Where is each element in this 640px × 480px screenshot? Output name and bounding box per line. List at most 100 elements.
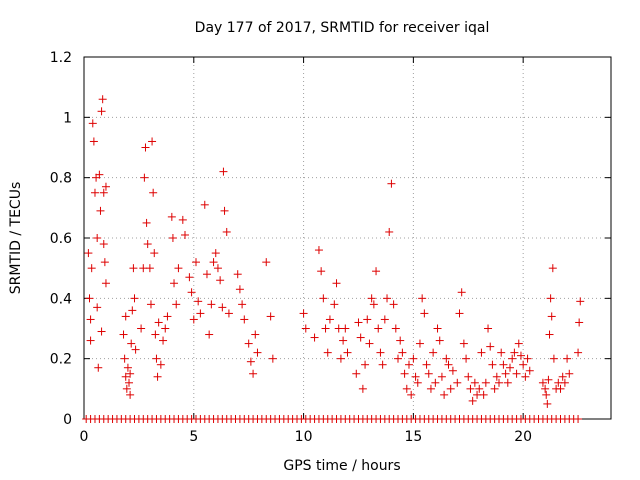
data-point	[161, 324, 170, 333]
x-tick-label: 20	[514, 429, 532, 445]
data-point	[422, 360, 431, 369]
data-point	[314, 246, 323, 255]
data-point	[462, 354, 471, 363]
data-point	[466, 384, 475, 393]
data-point	[153, 372, 162, 381]
data-point	[446, 384, 455, 393]
data-point	[415, 339, 424, 348]
data-point	[453, 378, 462, 387]
data-point	[396, 336, 405, 345]
data-point	[244, 339, 253, 348]
y-tick-label: 1	[63, 110, 72, 126]
data-point	[125, 378, 134, 387]
data-point	[301, 324, 310, 333]
data-point	[90, 188, 99, 197]
data-point	[383, 294, 392, 303]
data-point	[95, 170, 104, 179]
data-point	[149, 188, 158, 197]
data-point	[323, 348, 332, 357]
data-point	[378, 360, 387, 369]
data-point	[151, 330, 160, 339]
data-point	[205, 330, 214, 339]
data-point	[481, 378, 490, 387]
data-point	[127, 339, 136, 348]
data-point	[367, 294, 376, 303]
data-point	[343, 348, 352, 357]
data-point	[96, 206, 105, 215]
data-point	[94, 363, 103, 372]
y-tick-label: 1.2	[50, 50, 72, 66]
data-point	[233, 270, 242, 279]
data-point	[170, 279, 179, 288]
data-point	[519, 360, 528, 369]
data-point	[224, 309, 233, 318]
data-point	[376, 348, 385, 357]
data-point	[131, 345, 140, 354]
data-point	[126, 369, 135, 378]
data-point	[99, 240, 108, 249]
data-point	[431, 378, 440, 387]
data-point	[123, 363, 132, 372]
data-point	[238, 300, 247, 309]
data-point	[332, 279, 341, 288]
data-point	[387, 179, 396, 188]
data-point	[156, 360, 165, 369]
data-point	[437, 372, 446, 381]
data-point	[424, 369, 433, 378]
x-tick-label: 0	[80, 429, 89, 445]
data-point	[220, 206, 229, 215]
data-point	[163, 312, 172, 321]
data-point	[93, 234, 102, 242]
data-point	[251, 330, 260, 339]
data-point	[380, 315, 389, 324]
data-point	[189, 315, 198, 324]
data-point	[168, 234, 177, 242]
data-point	[211, 249, 220, 258]
data-point	[101, 182, 110, 191]
data-point	[546, 294, 555, 303]
data-point	[501, 369, 510, 378]
data-point	[488, 360, 497, 369]
data-point	[459, 339, 468, 348]
data-point	[240, 315, 249, 324]
data-point	[172, 300, 181, 309]
data-point	[398, 348, 407, 357]
data-point	[87, 264, 96, 273]
data-point	[547, 312, 556, 321]
axis-ticks: 0 5 10 15 20 0 0.2 0.4 0.6 0.8 1 1.2	[50, 50, 611, 445]
data-point	[542, 390, 551, 399]
data-point	[363, 315, 372, 324]
data-point	[97, 107, 106, 116]
data-point	[407, 390, 416, 399]
data-point	[385, 227, 394, 236]
data-point	[216, 276, 225, 285]
data-point	[455, 309, 464, 318]
data-point	[330, 300, 339, 309]
data-point	[560, 378, 569, 387]
data-point	[148, 137, 157, 146]
data-point	[341, 324, 350, 333]
data-point	[325, 315, 334, 324]
data-point	[191, 258, 200, 267]
data-point	[556, 384, 565, 393]
data-point	[490, 384, 499, 393]
data-point	[565, 369, 574, 378]
data-point	[372, 267, 381, 276]
data-points	[82, 95, 585, 423]
data-point	[523, 354, 532, 363]
data-point	[185, 273, 194, 282]
data-point	[484, 324, 493, 333]
data-point	[544, 375, 553, 384]
y-tick-label: 0.2	[50, 352, 72, 368]
data-point	[321, 324, 330, 333]
data-point	[235, 285, 244, 294]
data-point	[142, 218, 151, 227]
x-tick-label: 15	[404, 429, 422, 445]
data-point	[413, 378, 422, 387]
data-point	[126, 390, 135, 399]
data-point	[503, 378, 512, 387]
data-point	[159, 336, 168, 345]
data-point	[86, 336, 95, 345]
data-point	[202, 270, 211, 279]
data-point	[85, 294, 94, 303]
